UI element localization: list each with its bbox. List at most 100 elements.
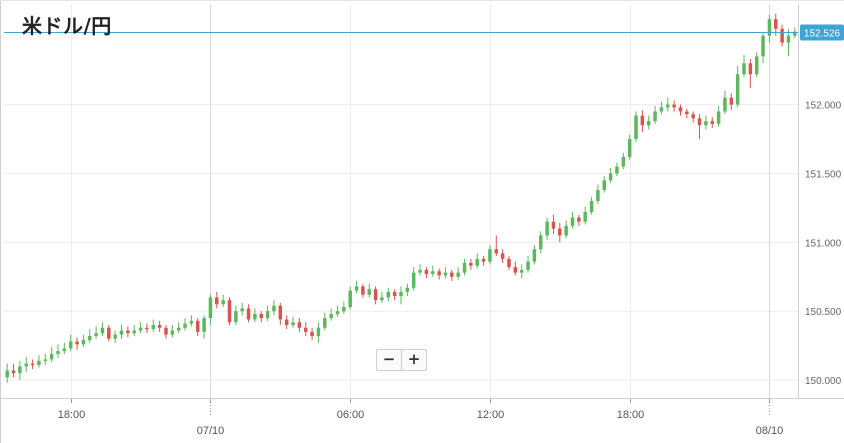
candle-body [564, 225, 568, 236]
candle [221, 294, 225, 308]
current-price-label: 152.526 [804, 29, 841, 40]
zoom-controls: − + [376, 349, 427, 371]
candle-body [602, 180, 607, 190]
candle-body [62, 348, 67, 352]
zoom-in-button[interactable]: + [401, 350, 426, 370]
candle [716, 105, 721, 127]
candle [570, 212, 575, 229]
candle-body [558, 228, 562, 236]
candle-body [627, 139, 632, 157]
candle-body [386, 291, 391, 298]
candle [462, 258, 467, 276]
candle-body [100, 327, 105, 334]
candle-body [666, 104, 670, 108]
candle-body [126, 330, 130, 334]
candle-body [786, 35, 791, 43]
candle-body [113, 334, 117, 339]
candles [5, 13, 797, 383]
candle [659, 101, 664, 115]
candle-body [570, 217, 575, 226]
candle [284, 315, 289, 330]
candle [176, 322, 181, 334]
candle [316, 322, 321, 343]
zoom-out-button[interactable]: − [382, 350, 396, 368]
candle [183, 318, 187, 331]
candle [107, 324, 111, 342]
candle [538, 231, 543, 254]
candle [780, 24, 784, 47]
candle-body [621, 156, 626, 167]
candle-body [462, 262, 467, 273]
candle-body [284, 319, 289, 325]
candle-body [685, 111, 689, 115]
candle [373, 286, 378, 305]
candle-body [500, 253, 505, 259]
candle [119, 324, 124, 339]
candle [456, 267, 460, 280]
candle-body [507, 258, 511, 268]
chart-title: 米ドル/円 [22, 14, 112, 38]
candle-body [227, 300, 232, 323]
candle [157, 320, 162, 332]
candle [208, 294, 213, 325]
candle-body [519, 269, 524, 273]
candle [202, 315, 206, 339]
candle-body [526, 261, 530, 270]
candle [126, 326, 130, 338]
y-tick-label: 150.000 [805, 376, 842, 387]
candle [583, 206, 587, 225]
candle-body [589, 201, 594, 213]
candle [589, 196, 594, 215]
candle-body [748, 63, 753, 75]
candle [532, 245, 537, 265]
candle [392, 289, 397, 301]
current-price-badge [800, 24, 844, 41]
candle-body [456, 272, 460, 277]
candle-body [215, 297, 219, 305]
candle-body [697, 118, 702, 126]
candle-body [411, 272, 416, 288]
candle-body [494, 249, 499, 254]
candle [418, 264, 422, 276]
candle [551, 214, 556, 235]
candle [697, 114, 702, 140]
candle [729, 93, 734, 111]
current-price-marker: 152.526 [4, 24, 844, 41]
x-tick-label: 18:00 [58, 409, 86, 421]
candle-body [532, 249, 537, 262]
candle-body [373, 289, 378, 301]
candle [253, 308, 257, 323]
candle-body [5, 370, 9, 378]
candle-body [742, 63, 746, 75]
candle-body [767, 19, 772, 36]
candle [443, 267, 448, 279]
candle [62, 342, 67, 354]
candle [640, 110, 645, 133]
candle-body [56, 351, 60, 354]
candle-body [545, 221, 549, 236]
candle [437, 268, 441, 280]
candle-body [513, 267, 518, 273]
candle [577, 214, 581, 226]
candle-body [710, 121, 714, 124]
y-tick-label: 152.000 [805, 101, 842, 112]
candle [94, 326, 98, 339]
candle [653, 105, 657, 124]
candle-body [488, 249, 492, 262]
candle [488, 245, 492, 265]
candle [742, 54, 746, 78]
candle-body [81, 340, 86, 345]
candle-body [30, 363, 35, 365]
candle [596, 184, 600, 204]
y-tick-label: 151.000 [805, 238, 842, 249]
candle [329, 308, 333, 321]
candle-body [11, 370, 16, 374]
candle-body [170, 330, 175, 335]
candle-body [577, 217, 581, 222]
candle [272, 300, 276, 316]
candle-body [634, 115, 638, 140]
candle [88, 329, 92, 343]
candle-body [189, 320, 194, 324]
